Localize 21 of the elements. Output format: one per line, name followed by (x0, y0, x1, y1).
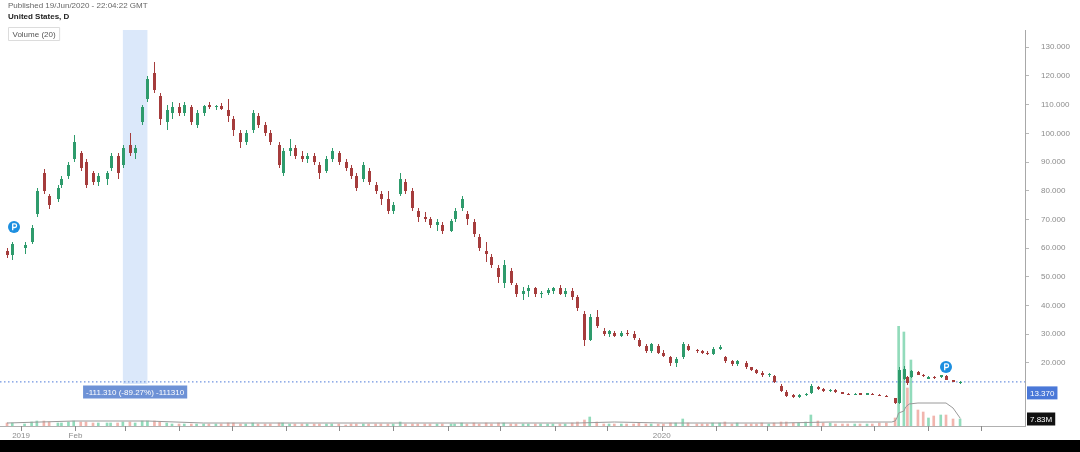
y-tick-label: 70.000 (1041, 214, 1067, 224)
annotation: Volume (20) (12, 29, 56, 39)
x-tick-label: 2020 (652, 431, 672, 440)
chart-title: United States, D (8, 12, 70, 22)
y-tick-label: 40.000 (1041, 300, 1067, 310)
y-tick-label: 20.000 (1041, 358, 1067, 368)
band-label: -111.310 (-89.27%) -111310 (86, 387, 185, 397)
y-tick-label: 80.000 (1041, 185, 1067, 195)
text: 7.83M (1030, 414, 1053, 424)
ref-line-label: 13.370 (1030, 388, 1056, 398)
y-tick-label: 120.000 (1041, 71, 1071, 81)
y-tick-label: 50.000 (1041, 271, 1067, 281)
y-tick-label: 110.000 (1041, 99, 1070, 109)
y-tick-label: 100.000 (1041, 128, 1071, 138)
y-tick-label: 30.000 (1041, 329, 1067, 339)
y-tick-label: 130.000 (1041, 42, 1071, 52)
y-tick-label: 90.000 (1041, 157, 1067, 167)
x-tick-label: 2019 (12, 431, 31, 440)
x-tick-label: Feb (68, 431, 83, 440)
y-tick-label: 60.000 (1041, 243, 1067, 253)
text: Published 19/Jun/2020 - 22:04:22 GMT (8, 1, 148, 11)
